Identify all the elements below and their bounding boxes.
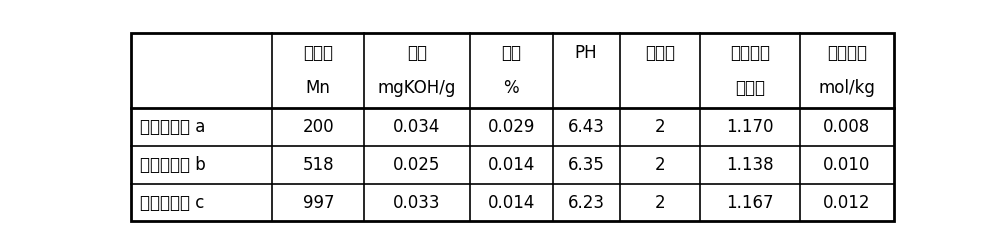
Text: 酸値: 酸値 [407,45,427,62]
Text: 0.008: 0.008 [823,118,871,136]
Text: 聚醚多元醇 b: 聚醚多元醇 b [140,156,206,174]
Text: 不饱和度: 不饱和度 [827,45,867,62]
Text: 6.23: 6.23 [568,194,605,211]
Text: 0.025: 0.025 [393,156,441,174]
Text: 官能度: 官能度 [645,45,675,62]
Text: 0.033: 0.033 [393,194,441,211]
Text: 0.029: 0.029 [487,118,535,136]
Text: 2: 2 [655,194,665,211]
Text: 0.014: 0.014 [487,194,535,211]
Text: 518: 518 [302,156,334,174]
Text: 200: 200 [302,118,334,136]
Text: 2: 2 [655,118,665,136]
Text: %: % [503,79,519,97]
Text: 分子量分: 分子量分 [730,45,770,62]
Text: 997: 997 [303,194,334,211]
Text: 6.35: 6.35 [568,156,605,174]
Text: 布指数: 布指数 [735,79,765,97]
Text: 1.138: 1.138 [726,156,774,174]
Text: 聚醚多元醇 a: 聚醚多元醇 a [140,118,206,136]
Text: mgKOH/g: mgKOH/g [378,79,456,97]
Text: 1.167: 1.167 [726,194,774,211]
Text: 2: 2 [655,156,665,174]
Text: mol/kg: mol/kg [818,79,875,97]
Text: 水分: 水分 [501,45,521,62]
Text: 0.012: 0.012 [823,194,871,211]
Text: PH: PH [575,45,597,62]
Text: 聚醚多元醇 c: 聚醚多元醇 c [140,194,205,211]
Text: 1.170: 1.170 [726,118,774,136]
Text: 0.014: 0.014 [487,156,535,174]
Text: 分子量: 分子量 [303,45,333,62]
Text: 0.010: 0.010 [823,156,871,174]
Text: Mn: Mn [306,79,331,97]
Text: 6.43: 6.43 [568,118,605,136]
Text: 0.034: 0.034 [393,118,441,136]
